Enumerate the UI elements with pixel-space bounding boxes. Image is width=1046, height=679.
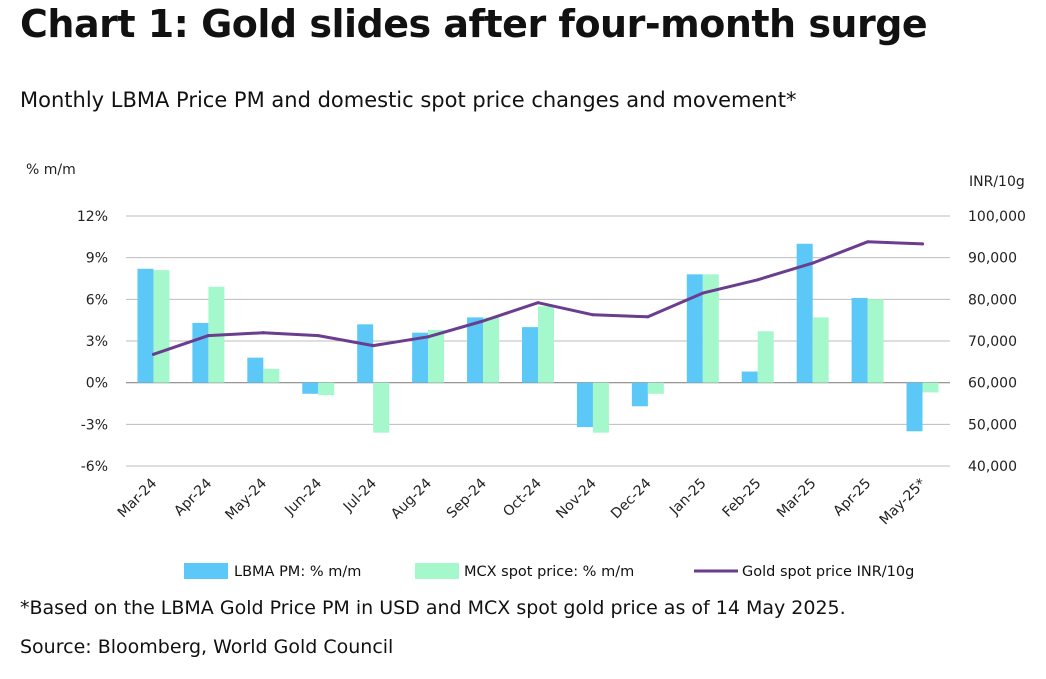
bar-mcx (867, 299, 884, 383)
x-tick-label: Mar-25 (774, 476, 820, 522)
price-line (151, 240, 925, 356)
line-point (316, 334, 320, 338)
bar-mcx (647, 382, 664, 394)
bar-lbma (576, 382, 593, 428)
bar-mcx (373, 382, 390, 433)
legend-label-lbma: LBMA PM: % m/m (234, 564, 361, 580)
bar-mcx (318, 382, 335, 396)
legend-label-line: Gold spot price INR/10g (742, 564, 914, 580)
bar-mcx (428, 329, 445, 383)
line-point (206, 334, 210, 338)
line-point (701, 291, 705, 295)
x-tick-label: Oct-24 (500, 475, 545, 520)
legend-swatch-lbma (184, 563, 228, 579)
bar-mcx (538, 306, 554, 383)
bar-mcx (263, 368, 280, 383)
bar-lbma (686, 274, 703, 383)
chart: % m/m INR/10g 12% 9% 6% 3% 0% -3% -6% 100,000 90… (26, 162, 1026, 580)
left-tick-label: 12% (77, 209, 108, 225)
bar-lbma (796, 243, 813, 383)
chart-subtitle: Monthly LBMA Price PM and domestic spot … (20, 88, 797, 112)
right-axis-label: INR/10g (969, 174, 1025, 190)
x-tick-label: Jan-25 (666, 476, 709, 519)
bar-lbma (467, 317, 484, 383)
bar-mcx (922, 382, 939, 393)
bar-mcx (702, 274, 719, 383)
x-tick-label: Feb-25 (720, 476, 765, 521)
right-tick-label: 70,000 (968, 334, 1017, 350)
right-tick-label: 50,000 (968, 417, 1017, 433)
x-tick-label: Apr-25 (830, 476, 874, 520)
footnote: *Based on the LBMA Gold Price PM in USD … (20, 597, 846, 619)
x-tick-label: Dec-24 (608, 475, 655, 522)
right-tick-label: 100,000 (968, 209, 1026, 225)
legend-label-mcx: MCX spot price: % m/m (464, 564, 634, 580)
legend-swatch-mcx (415, 563, 459, 579)
right-tick-label: 90,000 (968, 251, 1017, 267)
left-tick-label: 3% (86, 334, 108, 350)
source-note: Source: Bloomberg, World Gold Council (20, 636, 394, 658)
line-point (426, 335, 430, 339)
x-tick-label: May-24 (222, 475, 270, 523)
bars (137, 243, 939, 433)
line-point (756, 278, 760, 282)
bar-mcx (153, 270, 170, 383)
x-tick-label: Sep-24 (444, 475, 490, 521)
right-tick-label: 40,000 (968, 459, 1017, 475)
bar-mcx (757, 331, 774, 383)
bar-mcx (592, 382, 609, 433)
bar-lbma (357, 324, 374, 383)
line-point (481, 319, 485, 323)
right-tick-label: 80,000 (968, 292, 1017, 308)
bar-lbma (522, 327, 538, 383)
bar-mcx (483, 317, 500, 383)
left-tick-label: -3% (81, 417, 108, 433)
bar-lbma (741, 371, 758, 383)
line-point (371, 344, 375, 348)
x-tick-label: Apr-24 (171, 475, 215, 519)
bar-mcx (812, 317, 829, 383)
x-tick-label: Nov-24 (553, 475, 600, 522)
x-tick-label: Mar-24 (115, 475, 161, 521)
line-point (261, 331, 265, 335)
left-tick-label: 9% (86, 251, 108, 267)
line-point (811, 261, 815, 265)
chart-title: Chart 1: Gold slides after four-month su… (20, 2, 928, 46)
line-point (646, 315, 650, 319)
line-point (151, 352, 155, 356)
line-point (536, 301, 540, 305)
bar-lbma (247, 357, 264, 383)
bar-lbma (631, 382, 648, 407)
bar-lbma (137, 268, 154, 383)
left-axis-label: % m/m (26, 162, 76, 178)
left-tick-label: -6% (81, 459, 108, 475)
legend: LBMA PM: % m/m MCX spot price: % m/m Gol… (184, 563, 914, 580)
bar-lbma (192, 322, 209, 383)
left-tick-label: 6% (86, 292, 108, 308)
x-tick-label: Jun-24 (281, 475, 325, 519)
x-tick-label: May-25* (877, 476, 930, 529)
line-point (591, 313, 595, 317)
left-tick-label: 0% (86, 376, 108, 392)
x-tick-label: Aug-24 (388, 475, 435, 522)
right-tick-label: 60,000 (968, 376, 1017, 392)
bar-lbma (302, 382, 319, 394)
x-tick-label: Jul-24 (340, 475, 380, 515)
bar-lbma (906, 382, 923, 432)
line-point (866, 240, 870, 244)
bar-lbma (851, 297, 868, 383)
line-point (921, 242, 925, 246)
bar-lbma (412, 332, 429, 383)
